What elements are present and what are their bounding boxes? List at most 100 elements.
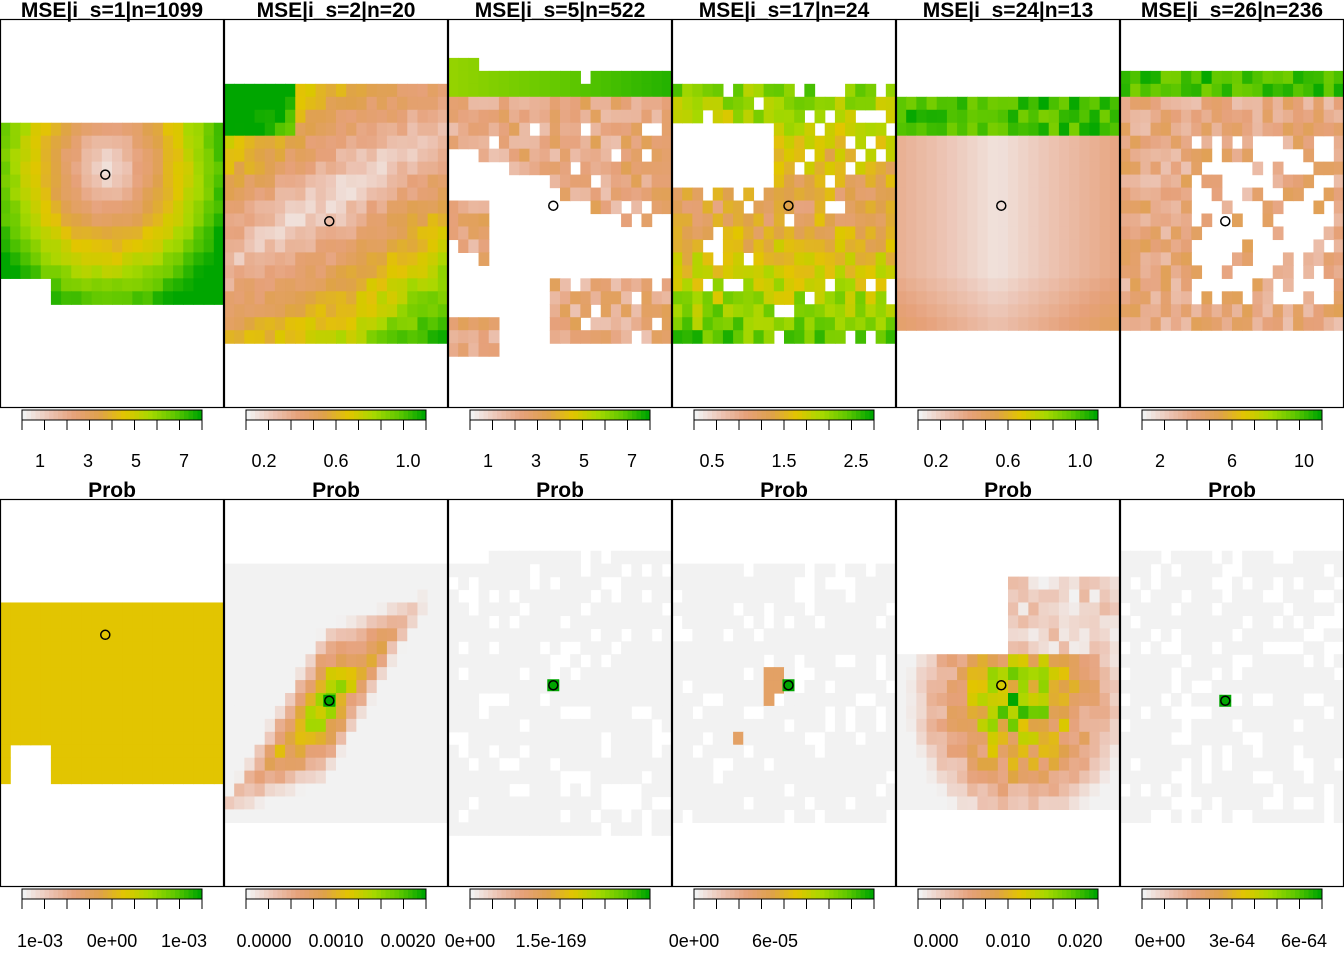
raster-cell <box>305 693 317 707</box>
raster-cell <box>1221 809 1233 823</box>
raster-cell <box>753 265 765 279</box>
raster-cell <box>1170 809 1182 823</box>
raster-cell <box>1191 226 1203 241</box>
raster-cell <box>509 161 520 176</box>
raster-cell <box>570 731 581 746</box>
raster-cell <box>875 200 887 215</box>
raster-cell <box>549 278 561 292</box>
colorbar-segment <box>627 410 633 420</box>
raster-cell <box>417 83 429 98</box>
raster-cell <box>1211 731 1223 746</box>
raster-cell <box>152 265 164 279</box>
raster-cell <box>875 770 887 785</box>
raster-cell <box>590 822 602 836</box>
raster-cell <box>20 654 32 668</box>
raster-cell <box>1130 291 1141 305</box>
raster-cell <box>763 83 775 98</box>
raster-cell <box>855 330 867 344</box>
raster-cell <box>1120 291 1131 305</box>
colorbar-segment <box>972 889 977 899</box>
colorbar-segment <box>976 410 982 420</box>
raster-cell <box>702 265 714 279</box>
raster-cell <box>906 278 917 292</box>
raster-cell <box>427 680 439 694</box>
raster-cell <box>1252 122 1264 137</box>
raster-cell <box>794 628 805 642</box>
raster-cell <box>437 693 449 707</box>
raster-cell <box>773 563 785 578</box>
raster-cell <box>213 667 225 681</box>
raster-cell <box>1282 304 1294 318</box>
raster-cell <box>397 576 408 591</box>
raster-cell <box>305 757 317 772</box>
colorbar-segment <box>1057 410 1063 420</box>
raster-cell <box>346 783 357 798</box>
raster-cell <box>376 148 388 163</box>
raster-cell <box>458 109 469 124</box>
raster-cell <box>682 96 693 111</box>
raster-cell <box>336 161 347 176</box>
raster-cell <box>254 109 266 124</box>
raster-cell <box>448 770 459 785</box>
raster-cell <box>1170 174 1182 189</box>
raster-cell <box>448 330 459 344</box>
raster-cell <box>427 135 439 150</box>
raster-cell <box>366 783 378 798</box>
raster-cell <box>336 654 347 668</box>
raster-cell <box>203 239 215 253</box>
raster-cell <box>621 213 632 228</box>
raster-cell <box>142 265 154 279</box>
colorbar-segment <box>865 889 870 899</box>
colorbar-segment <box>533 889 538 899</box>
raster-cell <box>193 770 205 785</box>
raster-cell <box>957 200 968 215</box>
raster-cell <box>1109 200 1121 215</box>
colorbar-segment <box>71 410 77 420</box>
colorbar-tick-label: 5 <box>131 451 141 471</box>
raster-cell <box>1120 680 1131 694</box>
raster-cell <box>916 265 928 279</box>
raster-cell <box>987 291 999 305</box>
raster-cell <box>875 628 887 642</box>
colorbar-segment <box>1008 889 1013 899</box>
raster-cell <box>1089 291 1101 305</box>
raster-cell <box>285 226 296 241</box>
raster-cell <box>50 757 62 772</box>
colorbar-segment <box>1209 889 1215 899</box>
colorbar-segment <box>519 410 525 420</box>
raster-cell <box>1150 757 1162 772</box>
raster-cell <box>519 822 531 836</box>
raster-cell <box>692 213 704 228</box>
raster-cell <box>957 770 968 785</box>
raster-cell <box>692 641 704 655</box>
raster-cell <box>346 667 357 681</box>
raster-cell <box>651 589 663 604</box>
raster-cell <box>875 278 887 292</box>
raster-cell <box>101 135 113 150</box>
raster-cell <box>896 783 907 798</box>
raster-cell <box>946 744 958 759</box>
raster-cell <box>1323 96 1335 111</box>
raster-cell <box>773 109 785 124</box>
raster-cell <box>997 317 1009 331</box>
raster-cell <box>448 680 459 694</box>
raster-cell <box>784 693 795 707</box>
raster-cell <box>692 200 704 215</box>
raster-cell <box>692 187 704 202</box>
colorbar-segment <box>175 410 180 420</box>
raster-cell <box>1252 161 1264 176</box>
raster-cell <box>1109 654 1121 668</box>
raster-cell <box>61 187 72 202</box>
colorbar-segment <box>300 410 305 420</box>
raster-cell <box>285 589 296 604</box>
legend-title: Prob <box>536 479 584 502</box>
raster-cell <box>1140 187 1152 202</box>
raster-cell <box>437 576 449 591</box>
raster-cell <box>1028 135 1040 150</box>
raster-cell <box>682 330 693 344</box>
colorbar-segment <box>1286 889 1291 899</box>
raster-cell <box>305 187 317 202</box>
raster-cell <box>81 628 93 642</box>
raster-cell <box>722 330 734 344</box>
